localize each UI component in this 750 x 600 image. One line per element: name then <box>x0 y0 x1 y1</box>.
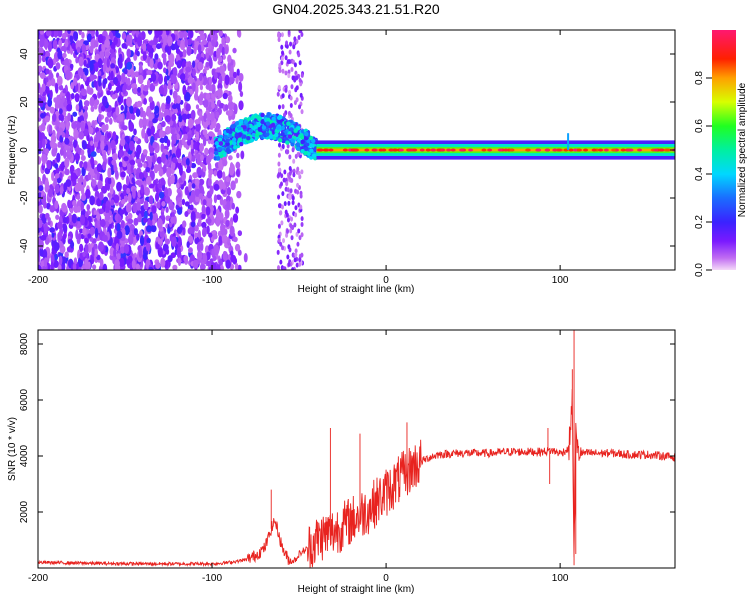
x-tick-label: 0 <box>383 573 389 584</box>
y-tick-label: -20 <box>19 190 30 205</box>
x-tick-label: -100 <box>202 275 222 286</box>
colorbar-gradient <box>712 30 736 270</box>
snr-panel: -200 -100 0 100 2000 4000 6000 8000 Height of … <box>7 329 676 595</box>
colorbar-ticks: 0.0 0.2 0.4 0.6 0.8 <box>694 71 712 277</box>
x-tick-label: -200 <box>28 275 48 286</box>
carrier-spike <box>567 133 570 150</box>
x-tick-label: 100 <box>552 275 569 286</box>
colorbar-tick-label: 0.8 <box>694 71 705 85</box>
x-tick-label: -200 <box>28 573 48 584</box>
y-tick-label: -40 <box>19 238 30 253</box>
y-tick-label: 8000 <box>19 332 30 355</box>
heatmap-cells <box>38 30 675 270</box>
bottom-x-axis-label: Height of straight line (km) <box>298 584 415 595</box>
top-y-ticks: -40 -20 0 20 40 <box>19 48 675 253</box>
y-tick-label: 0 <box>19 147 30 153</box>
y-tick-label: 20 <box>19 96 30 108</box>
snr-series-line <box>38 330 675 568</box>
y-tick-label: 2000 <box>19 500 30 523</box>
x-tick-label: 0 <box>383 275 389 286</box>
bottom-x-ticks: -200 -100 0 100 <box>28 330 569 584</box>
snr-frame <box>37 329 676 569</box>
colorbar-tick-label: 0.0 <box>694 263 705 277</box>
colorbar-tick-label: 0.6 <box>694 119 705 133</box>
carrier-core <box>316 148 675 152</box>
spectrogram-heatmap <box>38 30 675 270</box>
y-tick-label: 6000 <box>19 388 30 411</box>
y-tick-label: 40 <box>19 48 30 60</box>
bottom-y-ticks: 2000 4000 6000 8000 <box>19 332 675 523</box>
y-tick-label: 4000 <box>19 444 30 467</box>
x-tick-label: -100 <box>202 573 222 584</box>
top-x-ticks: -200 -100 0 100 <box>28 30 569 286</box>
colorbar-label: Normalized spectral amplitude <box>737 82 748 217</box>
chart-title: GN04.2025.343.21.51.R20 <box>272 1 440 17</box>
top-x-axis-label: Height of straight line (km) <box>298 284 415 295</box>
colorbar-tick-label: 0.4 <box>694 167 705 181</box>
colorbar-tick-label: 0.2 <box>694 215 705 229</box>
top-y-axis-label: Frequency (Hz) <box>7 116 18 185</box>
colorbar: 0.0 0.2 0.4 0.6 0.8 Normalized spectral ampl… <box>694 30 748 277</box>
x-tick-label: 100 <box>552 573 569 584</box>
bottom-y-axis-label: SNR (10 * v/v) <box>7 417 18 481</box>
